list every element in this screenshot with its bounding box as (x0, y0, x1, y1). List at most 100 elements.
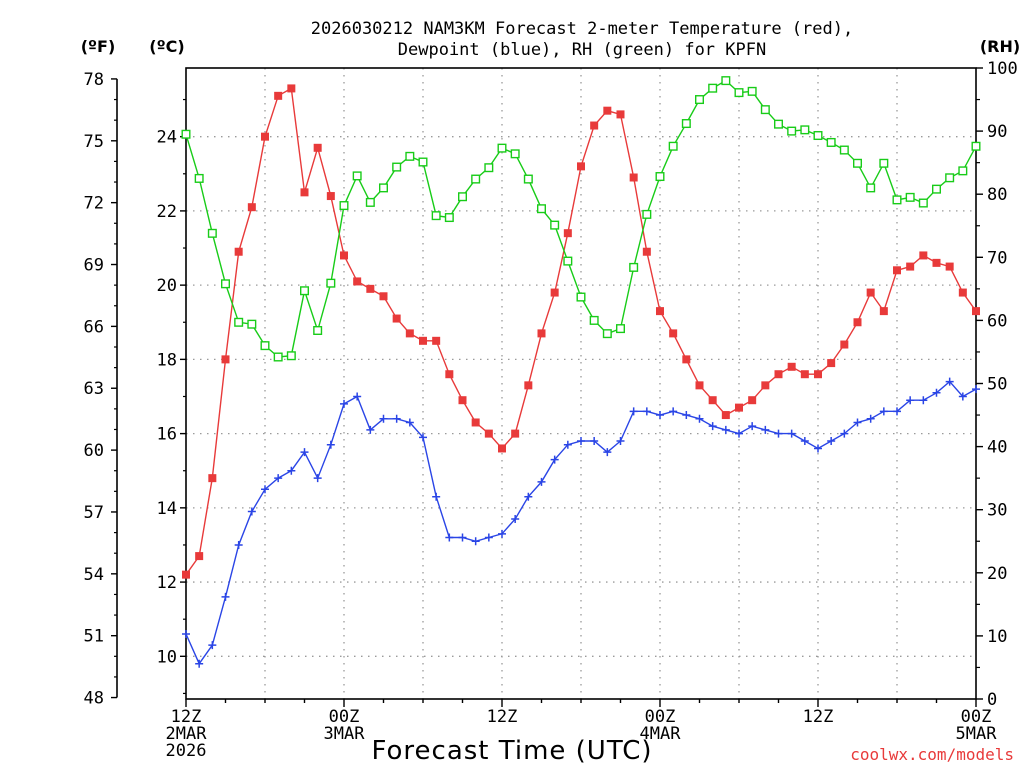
2-meter-temperature-point (879, 307, 888, 316)
dewpoint-point (761, 425, 770, 434)
dewpoint-point (550, 455, 559, 464)
2-meter-temperature-point (814, 370, 822, 379)
2-meter-temperature-point (853, 318, 862, 327)
rh-tick-label: 30 (987, 501, 1007, 521)
rh-point (458, 192, 468, 202)
rh-point (787, 126, 797, 136)
rh-point (273, 352, 283, 362)
rh-point (563, 256, 573, 266)
2-meter-temperature-point (642, 247, 651, 256)
rh-point (220, 279, 230, 289)
dewpoint-point (340, 399, 348, 408)
fahrenheit-tick-label: 69 (84, 256, 104, 276)
fahrenheit-tick-label: 48 (84, 689, 104, 709)
rh-point (497, 143, 507, 153)
rh-point (523, 174, 533, 184)
2-meter-temperature-point (524, 381, 533, 390)
2-meter-temperature-point (748, 396, 757, 405)
rh-point (379, 183, 389, 193)
2-meter-temperature-point (735, 403, 743, 412)
rh-point (892, 195, 902, 205)
dewpoint-point (392, 414, 401, 423)
rh-tick-label: 40 (987, 438, 1007, 458)
celsius-tick-label: 24 (157, 128, 177, 148)
dewpoint-point (353, 392, 362, 401)
dewpoint-point (682, 411, 691, 420)
rh-point (234, 317, 244, 327)
x-tick-time-label: 00Z (645, 707, 676, 727)
rh-point (365, 197, 375, 207)
2-meter-temperature-point (419, 336, 427, 345)
dewpoint-point (708, 422, 717, 431)
rh-point (945, 173, 955, 183)
rh-point (721, 76, 731, 86)
rh-point (181, 129, 191, 139)
dewpoint-point (471, 537, 480, 546)
dewpoint-point (735, 429, 743, 438)
dewpoint-point (234, 540, 243, 549)
2-meter-temperature-point (629, 173, 638, 182)
x-tick-year-label: 2026 (166, 741, 207, 761)
credit-text: coolwx.com/models (850, 745, 1014, 764)
2-meter-temperature-point (458, 396, 467, 405)
rh-point (826, 137, 836, 147)
2-meter-temperature-point (300, 188, 309, 197)
rh-tick-label: 0 (987, 690, 997, 710)
dewpoint-point (287, 466, 296, 475)
rh-tick-label: 20 (987, 564, 1007, 584)
rh-point (444, 213, 454, 223)
2-meter-temperature-point (787, 362, 796, 371)
rh-point (655, 172, 665, 182)
dewpoint-point (932, 388, 941, 397)
rh-point (813, 131, 823, 141)
dewpoint-point (537, 477, 546, 486)
rh-point (695, 95, 705, 105)
dewpoint-point (866, 414, 875, 423)
rh-point (747, 86, 757, 96)
dewpoint-point (656, 411, 664, 420)
dewpoint-point (774, 429, 783, 438)
rh-point (471, 174, 481, 184)
fahrenheit-tick-label: 60 (84, 441, 104, 461)
data-series (181, 76, 981, 668)
rh-point (510, 149, 520, 159)
2-meter-temperature-point (471, 418, 480, 427)
dewpoint-point (379, 414, 388, 423)
rh-point (392, 162, 402, 172)
rh-point (537, 204, 547, 214)
tick-labels: 48 51 54 57 60 63 66 69 72 75 78 10 12 14 16 18 20 22 24 0 1… (84, 59, 1018, 761)
dewpoint-point (208, 641, 217, 650)
2-meter-temperature-point (972, 307, 980, 316)
2-meter-temperature-point (274, 91, 283, 100)
dewpoint-point (300, 448, 309, 457)
2-meter-temperature-point (366, 284, 375, 293)
rh-point (800, 125, 810, 135)
rh-point (866, 183, 876, 193)
celsius-tick-label: 22 (157, 202, 177, 222)
dewpoint-point (748, 422, 757, 431)
x-tick-time-label: 00Z (329, 707, 360, 727)
2-meter-temperature-point (800, 370, 809, 379)
rh-point (431, 211, 441, 221)
2-meter-temperature-point (550, 288, 559, 297)
axes (111, 67, 983, 707)
2-meter-temperature-point (577, 162, 585, 171)
2-meter-temperature-point (182, 570, 190, 579)
dewpoint-point (629, 407, 638, 416)
2-meter-temperature-point (195, 552, 204, 561)
dewpoint-point (432, 492, 441, 501)
2-meter-temperature-point (326, 192, 335, 201)
x-tick-time-label: 12Z (803, 707, 834, 727)
rh-point (918, 198, 928, 208)
2-meter-temperature-point (432, 336, 441, 345)
rh-point (932, 184, 942, 194)
2-meter-temperature-point (405, 329, 414, 338)
fahrenheit-tick-label: 51 (84, 627, 104, 647)
rh-point (971, 141, 981, 151)
dewpoint-point (484, 533, 493, 542)
2-meter-temperature-point (590, 121, 599, 130)
x-tick-date-label: 2MAR (166, 724, 208, 744)
rh-unit-label: (RH) (980, 37, 1020, 56)
2-meter-temperature-point (379, 292, 388, 301)
